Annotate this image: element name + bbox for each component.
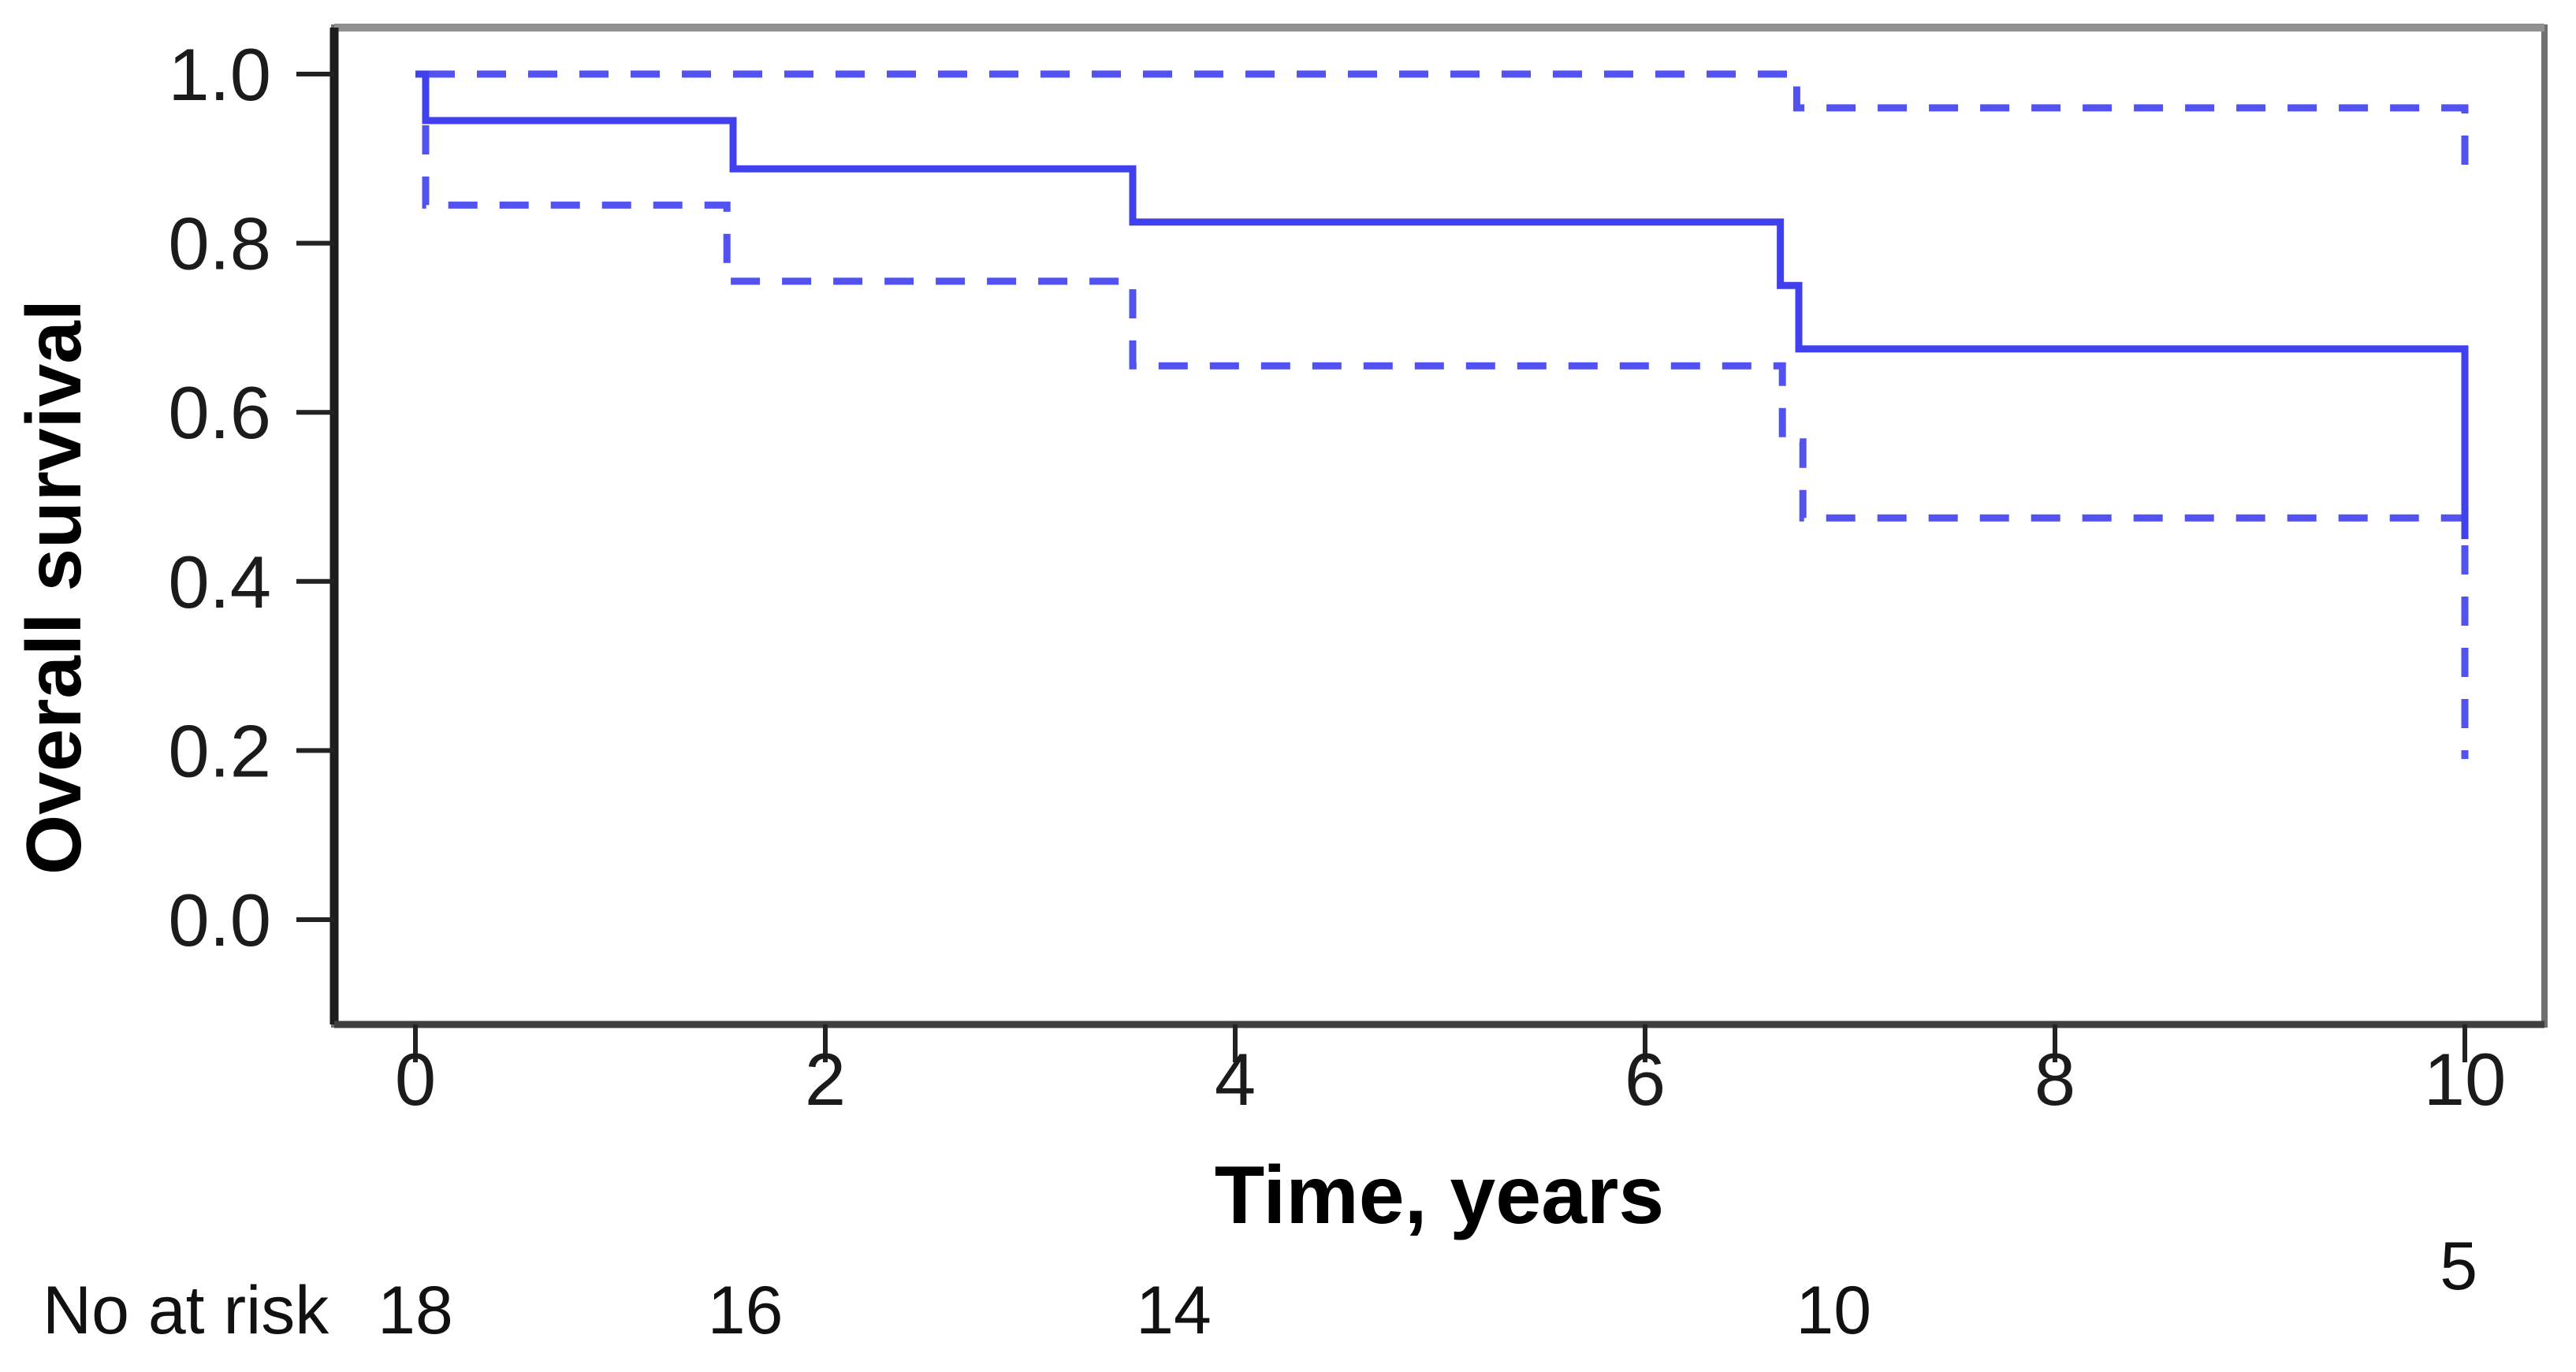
y-tick-label: 0.4 [168,541,271,623]
risk-count: 10 [1796,1273,1871,1348]
y-tick-label: 0.8 [168,203,271,285]
x-tick-label: 2 [805,1038,846,1121]
x-tick-label: 8 [2034,1038,2075,1121]
survival-curve [415,70,2469,540]
x-tick-label: 4 [1215,1038,1256,1121]
number-at-risk-row: No at risk 18 16 14 10 5 [43,1229,2477,1348]
y-axis-title: Overall survival [10,299,97,875]
y-tick-label: 0.2 [168,709,271,792]
risk-count: 16 [708,1273,784,1348]
risk-row-label: No at risk [43,1273,329,1348]
risk-count: 18 [378,1273,453,1348]
risk-count: 5 [2440,1229,2477,1304]
risk-count: 14 [1136,1273,1212,1348]
x-tick-label: 6 [1625,1038,1666,1121]
y-axis-ticks: 1.0 0.8 0.6 0.4 0.2 0.0 [168,33,334,961]
y-tick-label: 0.6 [168,371,271,454]
x-tick-label: 0 [395,1038,436,1121]
x-axis-ticks: 0 2 4 6 8 10 [395,1024,2506,1121]
x-tick-label: 10 [2424,1038,2507,1121]
y-tick-label: 0.0 [168,879,271,961]
y-tick-label: 1.0 [168,33,271,116]
x-axis-title: Time, years [1215,1150,1664,1241]
ci-lower-curve [422,74,2469,760]
plot-area-border [331,24,2548,1028]
ci-upper-curve [426,70,2469,167]
